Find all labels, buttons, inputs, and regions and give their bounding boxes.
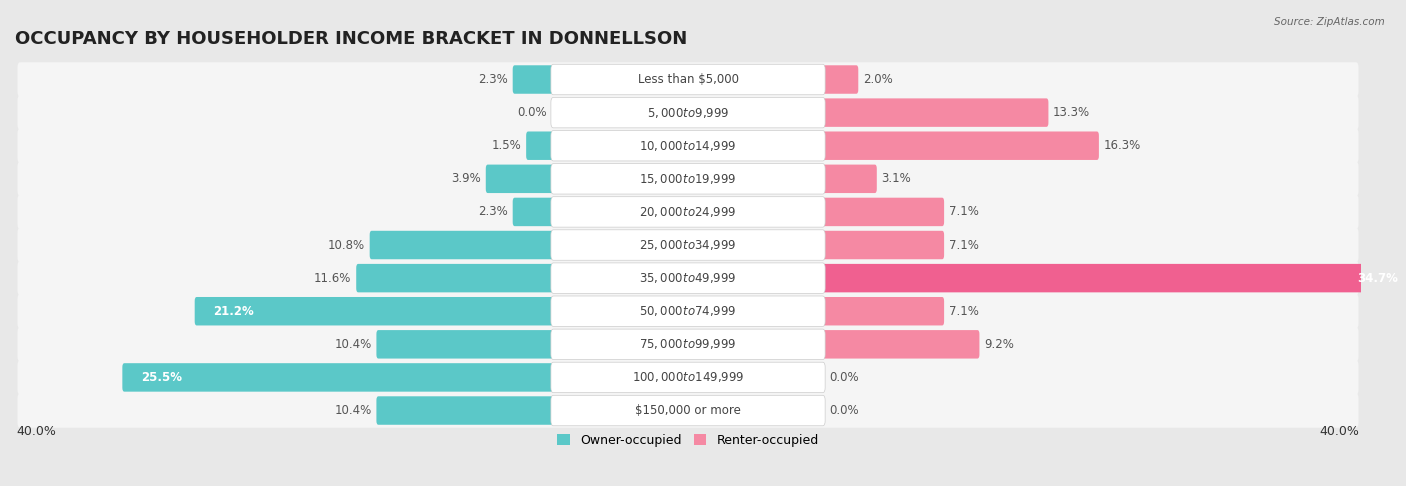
FancyBboxPatch shape xyxy=(17,195,1358,229)
Text: Source: ZipAtlas.com: Source: ZipAtlas.com xyxy=(1274,17,1385,27)
Text: $5,000 to $9,999: $5,000 to $9,999 xyxy=(647,105,730,120)
FancyBboxPatch shape xyxy=(551,395,825,426)
FancyBboxPatch shape xyxy=(551,164,825,194)
Text: $150,000 or more: $150,000 or more xyxy=(636,404,741,417)
Text: 7.1%: 7.1% xyxy=(949,206,979,218)
FancyBboxPatch shape xyxy=(551,64,825,95)
FancyBboxPatch shape xyxy=(17,62,1358,97)
Text: 0.0%: 0.0% xyxy=(830,371,859,384)
Text: $75,000 to $99,999: $75,000 to $99,999 xyxy=(640,337,737,351)
FancyBboxPatch shape xyxy=(17,128,1358,163)
FancyBboxPatch shape xyxy=(551,362,825,393)
FancyBboxPatch shape xyxy=(377,330,555,359)
FancyBboxPatch shape xyxy=(17,95,1358,130)
FancyBboxPatch shape xyxy=(17,162,1358,196)
Text: 7.1%: 7.1% xyxy=(949,239,979,252)
FancyBboxPatch shape xyxy=(17,294,1358,329)
Text: 1.5%: 1.5% xyxy=(492,139,522,152)
FancyBboxPatch shape xyxy=(821,264,1406,293)
FancyBboxPatch shape xyxy=(551,97,825,128)
FancyBboxPatch shape xyxy=(821,132,1099,160)
FancyBboxPatch shape xyxy=(551,296,825,327)
Text: 2.3%: 2.3% xyxy=(478,206,508,218)
FancyBboxPatch shape xyxy=(551,230,825,260)
Text: $100,000 to $149,999: $100,000 to $149,999 xyxy=(631,370,744,384)
FancyBboxPatch shape xyxy=(821,65,858,94)
Text: $50,000 to $74,999: $50,000 to $74,999 xyxy=(640,304,737,318)
FancyBboxPatch shape xyxy=(513,198,555,226)
Text: 3.1%: 3.1% xyxy=(882,173,911,185)
Text: $10,000 to $14,999: $10,000 to $14,999 xyxy=(640,139,737,153)
FancyBboxPatch shape xyxy=(17,261,1358,295)
FancyBboxPatch shape xyxy=(513,65,555,94)
Text: Less than $5,000: Less than $5,000 xyxy=(637,73,738,86)
FancyBboxPatch shape xyxy=(526,132,555,160)
FancyBboxPatch shape xyxy=(356,264,555,293)
Text: 0.0%: 0.0% xyxy=(830,404,859,417)
Text: 25.5%: 25.5% xyxy=(141,371,183,384)
Text: 40.0%: 40.0% xyxy=(17,425,56,437)
FancyBboxPatch shape xyxy=(377,396,555,425)
Text: OCCUPANCY BY HOUSEHOLDER INCOME BRACKET IN DONNELLSON: OCCUPANCY BY HOUSEHOLDER INCOME BRACKET … xyxy=(15,30,688,48)
Text: 10.4%: 10.4% xyxy=(335,338,371,351)
FancyBboxPatch shape xyxy=(17,228,1358,262)
FancyBboxPatch shape xyxy=(551,263,825,294)
Text: 21.2%: 21.2% xyxy=(214,305,254,318)
FancyBboxPatch shape xyxy=(821,198,943,226)
Text: $15,000 to $19,999: $15,000 to $19,999 xyxy=(640,172,737,186)
FancyBboxPatch shape xyxy=(370,231,555,259)
FancyBboxPatch shape xyxy=(122,363,555,392)
Text: 13.3%: 13.3% xyxy=(1053,106,1090,119)
Text: 34.7%: 34.7% xyxy=(1357,272,1398,285)
Text: 2.0%: 2.0% xyxy=(863,73,893,86)
Text: 3.9%: 3.9% xyxy=(451,173,481,185)
FancyBboxPatch shape xyxy=(821,330,980,359)
FancyBboxPatch shape xyxy=(17,327,1358,362)
FancyBboxPatch shape xyxy=(194,297,555,326)
Legend: Owner-occupied, Renter-occupied: Owner-occupied, Renter-occupied xyxy=(553,429,824,452)
Text: 0.0%: 0.0% xyxy=(517,106,547,119)
Text: 11.6%: 11.6% xyxy=(314,272,352,285)
FancyBboxPatch shape xyxy=(486,165,555,193)
Text: $35,000 to $49,999: $35,000 to $49,999 xyxy=(640,271,737,285)
Text: 2.3%: 2.3% xyxy=(478,73,508,86)
FancyBboxPatch shape xyxy=(17,393,1358,428)
FancyBboxPatch shape xyxy=(551,197,825,227)
FancyBboxPatch shape xyxy=(821,297,943,326)
Text: 9.2%: 9.2% xyxy=(984,338,1014,351)
FancyBboxPatch shape xyxy=(821,231,943,259)
Text: 16.3%: 16.3% xyxy=(1104,139,1140,152)
Text: $25,000 to $34,999: $25,000 to $34,999 xyxy=(640,238,737,252)
Text: 40.0%: 40.0% xyxy=(1319,425,1360,437)
FancyBboxPatch shape xyxy=(821,165,877,193)
FancyBboxPatch shape xyxy=(551,329,825,360)
Text: 10.4%: 10.4% xyxy=(335,404,371,417)
Text: 10.8%: 10.8% xyxy=(328,239,366,252)
Text: $20,000 to $24,999: $20,000 to $24,999 xyxy=(640,205,737,219)
FancyBboxPatch shape xyxy=(17,360,1358,395)
FancyBboxPatch shape xyxy=(551,131,825,161)
FancyBboxPatch shape xyxy=(821,98,1049,127)
Text: 7.1%: 7.1% xyxy=(949,305,979,318)
